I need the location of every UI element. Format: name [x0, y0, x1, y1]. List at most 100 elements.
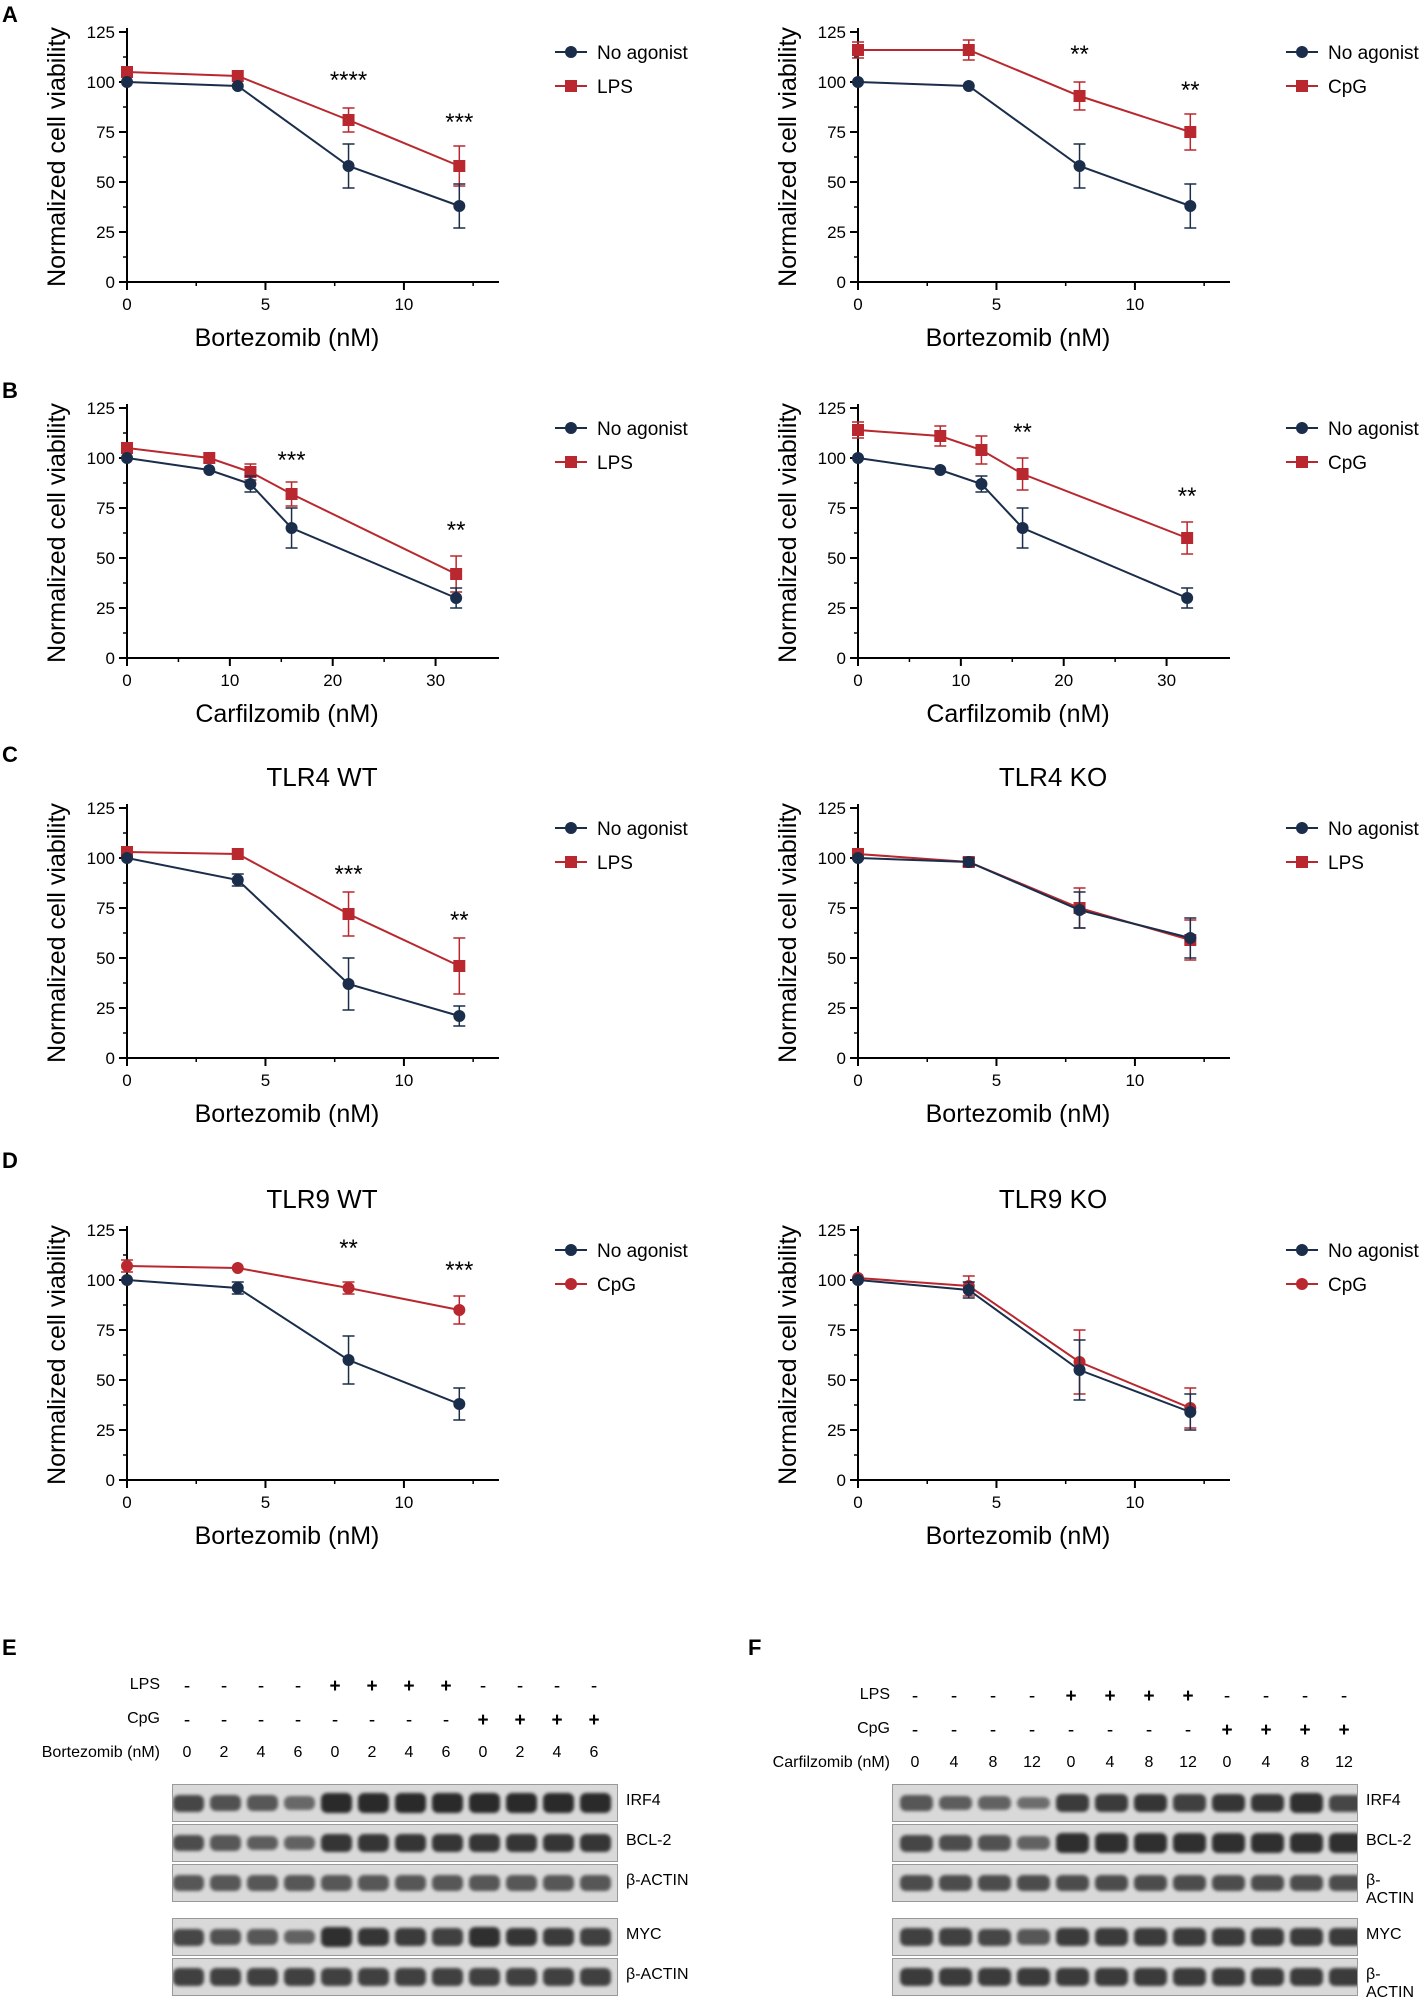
band [1094, 1927, 1128, 1947]
y-tick-label: 50 [96, 949, 115, 968]
blot-strip--actin [892, 1864, 1358, 1902]
panel-letter-c: C [2, 742, 18, 767]
band [1250, 1833, 1284, 1853]
data-point [285, 522, 298, 534]
series-control [121, 1274, 466, 1421]
legend-marker [1296, 422, 1308, 434]
band [1289, 1967, 1323, 1987]
legend-label: LPS [597, 77, 633, 98]
lane-value: + [514, 1710, 526, 1731]
legend-marker [1296, 1278, 1308, 1290]
y-tick-label: 125 [818, 1221, 846, 1240]
band [1289, 1793, 1323, 1813]
series-line [858, 49, 1191, 133]
y-tick-label: 0 [837, 649, 846, 668]
treatment-row: CpG - - - - - - - - + + + + [0, 1710, 700, 1744]
y-axis-label: Normalized cell viability [774, 803, 802, 1063]
y-tick-label: 50 [96, 549, 115, 568]
x-tick-label: 0 [853, 1071, 862, 1090]
data-point [852, 424, 864, 436]
data-point [962, 856, 975, 868]
significance-mark: *** [335, 861, 363, 888]
legend-marker [1296, 80, 1308, 92]
lane-value: - [183, 1676, 191, 1697]
y-tick-label: 100 [87, 449, 115, 468]
lane-value: - [989, 1720, 997, 1741]
lane-value: + [477, 1710, 489, 1731]
band [977, 1796, 1011, 1810]
legend-label: CpG [597, 1275, 636, 1296]
data-point [453, 1010, 466, 1022]
chart-title: TLR9 KO [999, 1184, 1107, 1214]
x-tick-label: 0 [122, 671, 131, 690]
y-tick-label: 0 [837, 273, 846, 292]
lane-value: 2 [367, 1744, 377, 1761]
lane-value: 8 [1300, 1754, 1310, 1771]
series-control [852, 852, 1197, 959]
data-point [121, 76, 133, 88]
band [579, 1833, 611, 1853]
band [542, 1927, 574, 1947]
band-label: IRF4 [626, 1792, 661, 1809]
series-agonist [852, 39, 1197, 151]
lane-value: - [294, 1676, 302, 1697]
band [320, 1793, 352, 1813]
series-control [121, 852, 466, 1027]
band [1289, 1927, 1323, 1947]
lane-value: - [331, 1710, 339, 1731]
band [431, 1875, 463, 1891]
legend-marker [565, 822, 577, 834]
band [394, 1793, 426, 1813]
band [394, 1833, 426, 1853]
band [1250, 1967, 1284, 1987]
x-axis-label: Carfilzomib (nM) [195, 700, 378, 728]
legend-label: No agonist [597, 419, 689, 440]
legend-label: No agonist [1328, 819, 1420, 840]
band [579, 1928, 611, 1946]
band [1250, 1874, 1284, 1892]
band-label: β-ACTIN [1366, 1966, 1414, 2001]
lane-value: 12 [1335, 1754, 1353, 1771]
band [209, 1875, 241, 1891]
series-agonist [121, 1259, 466, 1325]
band [977, 1928, 1011, 1946]
band [899, 1795, 933, 1811]
x-tick-label: 0 [853, 1493, 862, 1512]
y-tick-label: 0 [106, 1049, 115, 1068]
band [1211, 1833, 1245, 1853]
data-point [453, 1304, 466, 1316]
y-tick-label: 100 [87, 849, 115, 868]
band [173, 1875, 204, 1891]
y-tick-label: 125 [818, 399, 846, 418]
western-blot-e: LPS - - - - + + + + - - - - CpG - - - - - - - - + + + + Bortezomib… [0, 1676, 700, 1996]
y-tick-label: 125 [818, 23, 846, 42]
treatment-row: CpG - - - - - - - - + + + + [730, 1720, 1428, 1754]
lane-value: + [1104, 1686, 1116, 1707]
data-point [342, 160, 355, 172]
x-axis-label: Bortezomib (nM) [195, 1522, 380, 1550]
lane-value: - [1262, 1686, 1270, 1707]
x-tick-label: 10 [1125, 1493, 1144, 1512]
panel-letter-a: A [2, 2, 18, 27]
lane-value: - [257, 1676, 265, 1697]
data-point [1073, 160, 1086, 172]
band [1016, 1836, 1050, 1850]
x-axis-label: Bortezomib (nM) [926, 1522, 1111, 1550]
band [431, 1793, 463, 1813]
y-tick-label: 0 [106, 273, 115, 292]
significance-mark: *** [278, 447, 306, 474]
band [246, 1835, 278, 1851]
x-tick-label: 0 [122, 1493, 131, 1512]
series-line [857, 853, 1191, 941]
y-tick-label: 0 [837, 1049, 846, 1068]
legend-label: CpG [1328, 77, 1367, 98]
band [977, 1967, 1011, 1987]
y-axis-label: Normalized cell viability [43, 803, 71, 1063]
legend-label: No agonist [1328, 43, 1420, 64]
lane-value: 0 [1066, 1754, 1076, 1771]
chart-D1: TLR9 WT 0 25 50 75 100 125 0 5 10 Bortezomib (nM) N… [43, 1184, 689, 1550]
x-tick-label: 10 [394, 1493, 413, 1512]
series-agonist [121, 66, 466, 187]
lane-value: 4 [949, 1754, 959, 1771]
blot-strip--actin [892, 1958, 1358, 1996]
